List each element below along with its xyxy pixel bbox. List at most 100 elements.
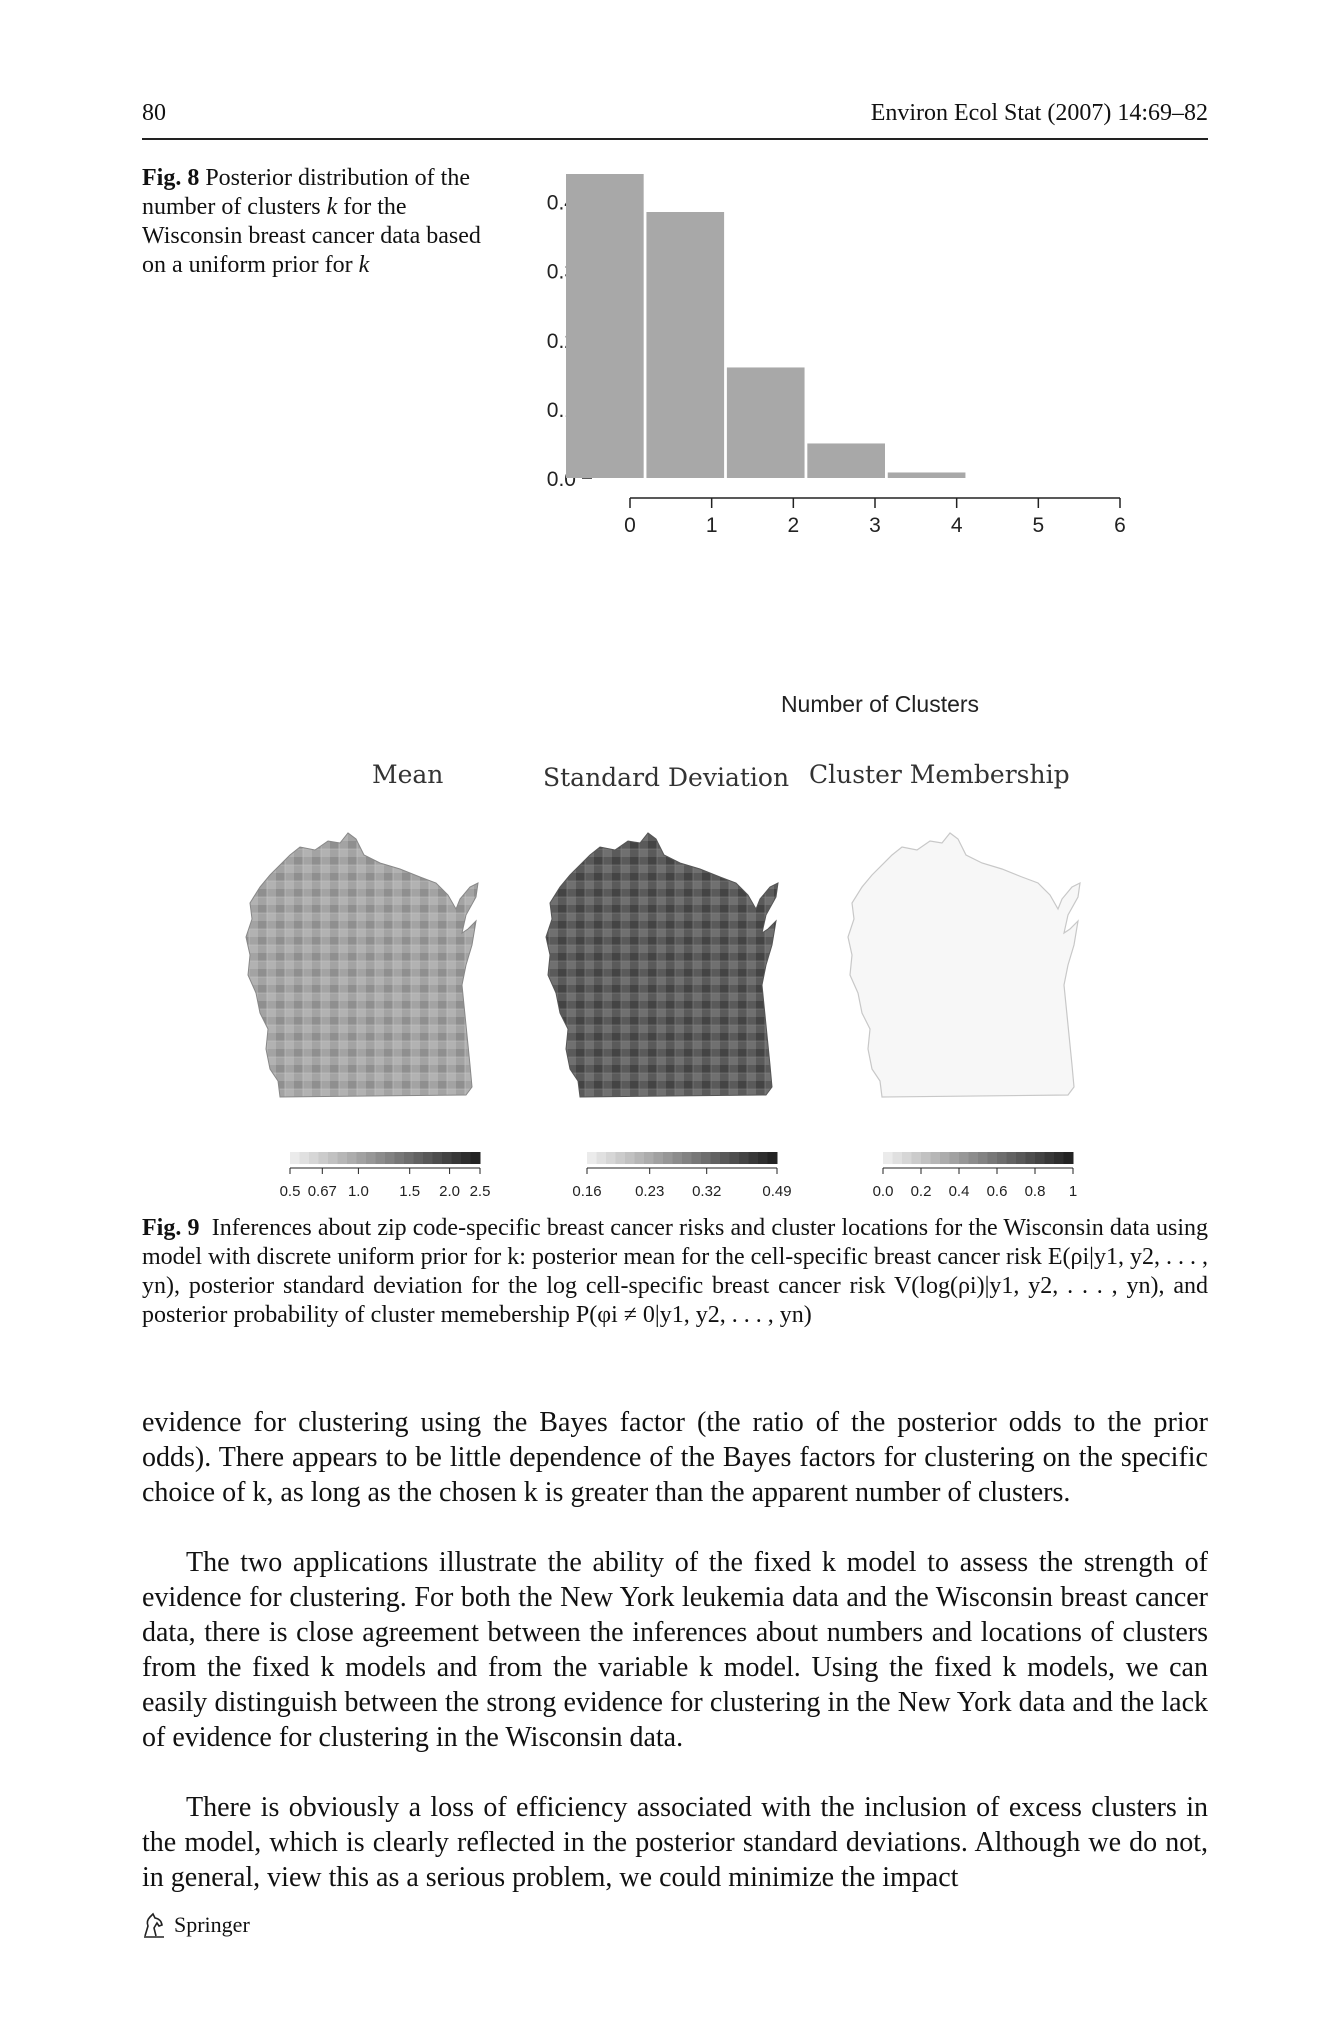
page-number: 80: [142, 100, 166, 126]
legend-tick-label: 0.49: [762, 1183, 791, 1200]
legend-swatch: [356, 1152, 367, 1164]
wisconsin-shape-sd: [545, 832, 779, 1098]
footer: Springer: [142, 1912, 250, 1938]
legend-sd-ticks: 0.16 0.23 0.32 0.49: [572, 1168, 792, 1200]
legend-swatch: [1054, 1152, 1064, 1164]
legend-swatch: [470, 1152, 481, 1164]
fig8-caption-pre: Posterior distribution of the number of …: [142, 165, 470, 220]
legend-swatch: [930, 1152, 941, 1164]
map-cluster: [847, 832, 1081, 1098]
legend-swatch: [653, 1152, 664, 1164]
legend-tick-label: 0.4: [949, 1183, 970, 1200]
body-paragraph-3: There is obviously a loss of efficiency …: [142, 1792, 1208, 1893]
fig8-caption-k1: k: [326, 194, 338, 220]
x-tick-label: 1: [706, 514, 718, 537]
legend-swatch: [587, 1152, 597, 1164]
legend-swatch: [729, 1152, 740, 1164]
legend-swatch: [672, 1152, 683, 1164]
legend-mean-gradient: [290, 1152, 481, 1169]
legend-swatch: [1063, 1152, 1074, 1164]
legend-swatch: [432, 1152, 443, 1164]
legend-swatch: [739, 1152, 749, 1164]
legend-cluster: 0.0 0.2 0.4 0.6 0.8 1: [873, 1152, 1077, 1200]
legend-swatch: [615, 1152, 626, 1164]
legend-swatch: [978, 1152, 988, 1164]
springer-horse-icon: [144, 1912, 164, 1938]
legend-swatch: [1016, 1152, 1026, 1164]
legend-swatch: [663, 1152, 673, 1164]
legend-tick-label: 2.5: [470, 1183, 491, 1200]
legend-tick-label: 0.6: [987, 1183, 1008, 1200]
legend-swatch: [883, 1152, 893, 1164]
fig8-caption: Fig. 8 Posterior distribution of the num…: [142, 164, 482, 280]
legend-swatch: [892, 1152, 903, 1164]
legend-swatch: [949, 1152, 960, 1164]
legend-swatch: [748, 1152, 759, 1164]
legend-swatch: [1035, 1152, 1045, 1164]
legend-swatch: [720, 1152, 730, 1164]
bar-k-3: [726, 367, 805, 478]
legend-tick-label: 1: [1069, 1183, 1077, 1200]
legend-tick-label: 2.0: [439, 1183, 460, 1200]
legend-swatch: [461, 1152, 471, 1164]
legend-mean-ticks: 0.5 0.67 1.0 1.5 2.0 2.5: [280, 1168, 491, 1200]
legend-tick-label: 0.8: [1025, 1183, 1046, 1200]
bars: [566, 174, 966, 478]
x-tick-label: 0: [624, 514, 636, 537]
legend-swatch: [921, 1152, 931, 1164]
legend-tick-label: 0.2: [911, 1183, 932, 1200]
fig8-caption-mid: for the Wisconsin breast cancer data bas…: [142, 194, 481, 278]
legend-swatch: [767, 1152, 778, 1164]
legend-tick-label: 0.16: [572, 1183, 601, 1200]
legend-swatch: [625, 1152, 635, 1164]
legend-sd: 0.16 0.23 0.32 0.49: [572, 1152, 792, 1200]
legend-swatch: [309, 1152, 319, 1164]
legend-swatch: [596, 1152, 607, 1164]
legend-swatch: [318, 1152, 329, 1164]
body-paragraph-2: The two applications illustrate the abil…: [142, 1547, 1208, 1753]
running-head: Environ Ecol Stat (2007) 14:69–82: [870, 100, 1208, 126]
legend-tick-label: 0.32: [692, 1183, 721, 1200]
wisconsin-shape-cluster: [847, 832, 1081, 1098]
legend-swatch: [911, 1152, 922, 1164]
fig9-caption: Fig. 9 Inferences about zip code-specifi…: [142, 1214, 1208, 1330]
x-tick-label: 4: [951, 514, 963, 537]
header-rule: [142, 138, 1208, 140]
fig8-caption-k2: k: [358, 252, 370, 278]
legend-swatch: [997, 1152, 1007, 1164]
legend-tick-label: 0.5: [280, 1183, 301, 1200]
fig9-caption-text: Inferences about zip code-specific breas…: [142, 1215, 1209, 1328]
legend-swatch: [701, 1152, 711, 1164]
publisher-name: Springer: [174, 1912, 250, 1937]
legend-swatch: [634, 1152, 645, 1164]
legend-swatch: [413, 1152, 424, 1164]
legend-swatch: [682, 1152, 692, 1164]
legend-swatch: [710, 1152, 721, 1164]
legend-swatch: [691, 1152, 702, 1164]
legend-swatch: [442, 1152, 452, 1164]
legend-tick-label: 1.5: [399, 1183, 420, 1200]
legend-tick-label: 0.0: [873, 1183, 894, 1200]
map-sd: [545, 832, 779, 1098]
legend-swatch: [902, 1152, 912, 1164]
legend-swatch: [968, 1152, 979, 1164]
map-mean: [245, 832, 479, 1098]
legend-swatch: [290, 1152, 300, 1164]
legend-swatch: [1006, 1152, 1017, 1164]
x-axis: 0 1 2 3 4 5 6: [624, 497, 1126, 537]
panel-title-cluster: Cluster Membership: [809, 760, 1070, 789]
legend-swatch: [299, 1152, 310, 1164]
legend-tick-label: 0.23: [635, 1183, 664, 1200]
body-paragraph-1: evidence for clustering using the Bayes …: [142, 1407, 1208, 1508]
legend-swatch: [987, 1152, 998, 1164]
legend-swatch: [347, 1152, 357, 1164]
bar-k-1: [566, 174, 644, 478]
x-tick-label: 5: [1032, 514, 1044, 537]
bar-k-2: [646, 212, 725, 478]
legend-sd-gradient: [587, 1152, 778, 1169]
x-tick-label: 2: [787, 514, 799, 537]
fig9-label: Fig. 9: [142, 1215, 200, 1241]
legend-swatch: [959, 1152, 969, 1164]
bar-k-4: [807, 443, 885, 478]
legend-swatch: [644, 1152, 654, 1164]
